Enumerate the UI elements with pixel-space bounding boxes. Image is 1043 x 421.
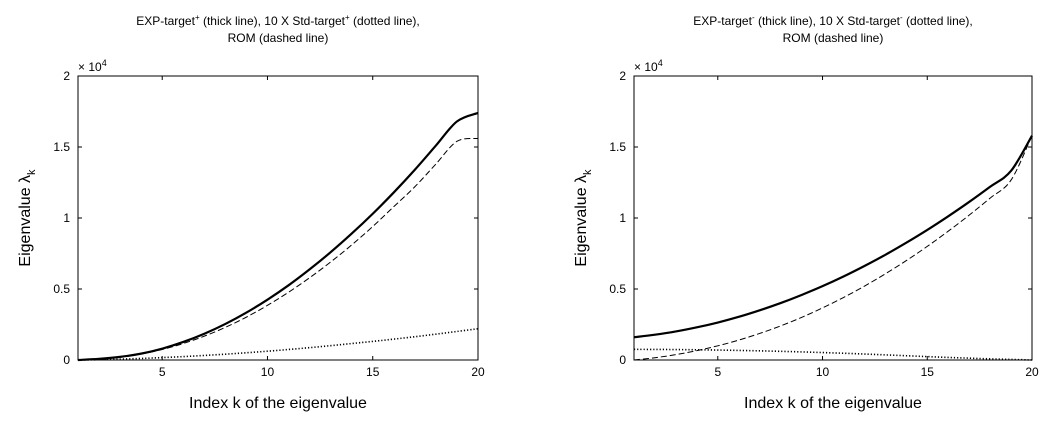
y-axis-multiplier: × 104 <box>78 58 107 74</box>
y-tick-label: 1.5 <box>53 140 70 154</box>
chart-title-line2: ROM (dashed line) <box>783 31 884 45</box>
title-superscript: + <box>345 13 350 22</box>
y-tick-label: 0 <box>619 353 626 367</box>
x-tick-label: 20 <box>1025 365 1039 379</box>
multiplier-exponent: 4 <box>102 58 107 68</box>
panel-2: EXP-target- (thick line), 10 X Std-targe… <box>573 13 1039 412</box>
plot-area-frame <box>77 75 479 361</box>
title-text: (dotted line), <box>350 14 420 28</box>
chart-title-line1: EXP-target- (thick line), 10 X Std-targe… <box>693 13 973 28</box>
panel-1: EXP-target+ (thick line), 10 X Std-targe… <box>17 13 485 412</box>
x-tick-label: 10 <box>816 365 830 379</box>
series-line-thick <box>633 135 1033 339</box>
title-text: (thick line), 10 X Std-target <box>200 14 346 28</box>
title-text: (thick line), 10 X Std-target <box>755 14 901 28</box>
y-tick-label: 0.5 <box>609 282 626 296</box>
y-label-main: Eigenvalue λ <box>573 175 590 267</box>
y-tick-label: 2 <box>63 69 70 83</box>
chart-title-line1: EXP-target+ (thick line), 10 X Std-targe… <box>136 13 420 28</box>
series-line-dashed <box>633 135 1033 361</box>
y-axis-label: Eigenvalue λk <box>17 169 38 267</box>
x-axis-label: Index k of the eigenvalue <box>189 395 367 412</box>
title-superscript: - <box>752 13 755 22</box>
title-superscript: + <box>195 13 200 22</box>
title-text: (dotted line), <box>903 14 973 28</box>
series-line-dotted <box>633 348 1033 361</box>
series-line-dashed <box>77 137 479 361</box>
y-tick-label: 0 <box>63 353 70 367</box>
title-superscript: - <box>900 13 903 22</box>
y-tick-label: 1.5 <box>609 140 626 154</box>
x-tick-label: 15 <box>366 365 380 379</box>
y-axis-label: Eigenvalue λk <box>573 169 594 267</box>
y-label-main: Eigenvalue λ <box>17 175 34 267</box>
x-tick-label: 10 <box>261 365 275 379</box>
multiplier-base: × 10 <box>78 60 102 74</box>
y-label-subscript: k <box>26 169 38 175</box>
plot-area-frame <box>633 75 1033 361</box>
y-label-subscript: k <box>582 169 594 175</box>
x-tick-label: 15 <box>921 365 935 379</box>
y-tick-label: 2 <box>619 69 626 83</box>
series-line-thick <box>77 111 479 362</box>
x-axis-label: Index k of the eigenvalue <box>744 395 922 412</box>
y-axis-multiplier: × 104 <box>634 58 663 74</box>
y-tick-label: 1 <box>63 211 70 225</box>
title-text: EXP-target <box>136 14 195 28</box>
multiplier-exponent: 4 <box>658 58 663 68</box>
x-tick-label: 5 <box>159 365 166 379</box>
x-tick-label: 5 <box>714 365 721 379</box>
title-text: EXP-target <box>693 14 752 28</box>
multiplier-base: × 10 <box>634 60 658 74</box>
x-tick-label: 20 <box>471 365 485 379</box>
series-line-dotted <box>77 327 479 361</box>
y-tick-label: 0.5 <box>53 282 70 296</box>
chart-title-line2: ROM (dashed line) <box>228 31 329 45</box>
y-tick-label: 1 <box>619 211 626 225</box>
